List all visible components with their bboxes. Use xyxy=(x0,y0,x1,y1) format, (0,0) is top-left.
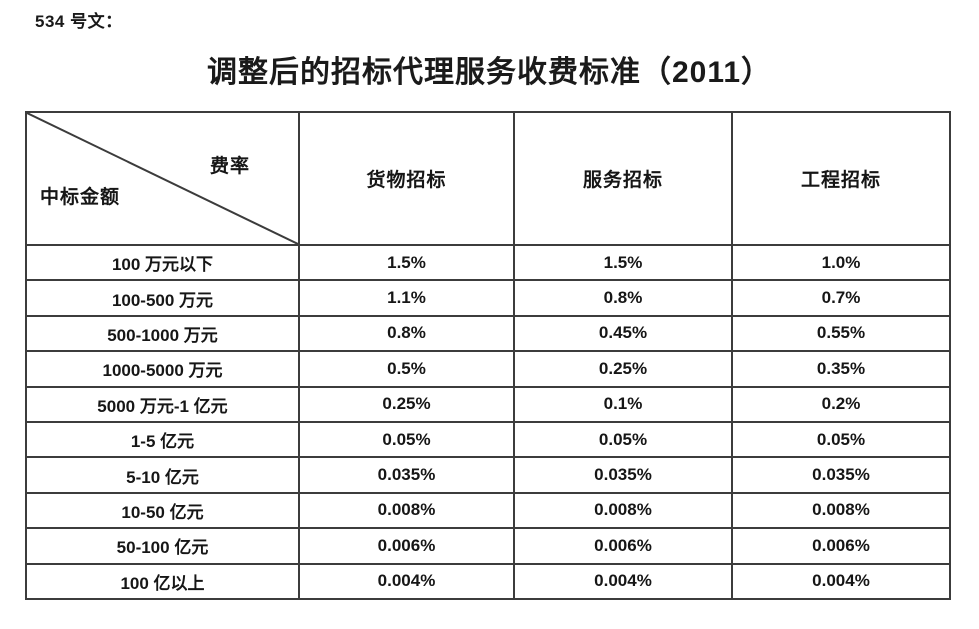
goods-rate-cell: 0.5% xyxy=(298,350,515,388)
diagonal-divider-line xyxy=(27,113,298,244)
column-header-goods-bidding: 货物招标 xyxy=(298,111,515,246)
corner-header-cell: 费率 中标金额 xyxy=(25,111,300,246)
goods-rate-cell: 0.035% xyxy=(298,456,515,494)
services-rate-cell: 0.05% xyxy=(513,420,733,459)
fee-rate-table: 费率 中标金额 货物招标 服务招标 工程招标 100 万元以下 1.5% 1.5… xyxy=(25,111,951,601)
services-rate-cell: 0.004% xyxy=(513,562,733,601)
table-row: 5-10 亿元 0.035% 0.035% 0.035% xyxy=(25,456,951,494)
amount-range-cell: 100 亿以上 xyxy=(25,562,300,601)
engineering-rate-cell: 1.0% xyxy=(731,243,951,282)
amount-range-cell: 1000-5000 万元 xyxy=(25,350,300,388)
engineering-rate-cell: 0.7% xyxy=(731,279,951,317)
services-rate-cell: 0.008% xyxy=(513,491,733,530)
table-row: 50-100 亿元 0.006% 0.006% 0.006% xyxy=(25,527,951,565)
amount-range-cell: 10-50 亿元 xyxy=(25,491,300,530)
goods-rate-cell: 0.8% xyxy=(298,314,515,353)
corner-label-fee-rate: 费率 xyxy=(209,156,250,177)
goods-rate-cell: 1.5% xyxy=(298,243,515,282)
goods-rate-cell: 0.004% xyxy=(298,562,515,601)
services-rate-cell: 0.45% xyxy=(513,314,733,353)
services-rate-cell: 1.5% xyxy=(513,243,733,282)
goods-rate-cell: 0.05% xyxy=(298,420,515,459)
services-rate-cell: 0.25% xyxy=(513,350,733,388)
table-row: 500-1000 万元 0.8% 0.45% 0.55% xyxy=(25,314,951,353)
table-row: 100 亿以上 0.004% 0.004% 0.004% xyxy=(25,562,951,601)
table-header-row: 费率 中标金额 货物招标 服务招标 工程招标 xyxy=(25,111,951,246)
engineering-rate-cell: 0.35% xyxy=(731,350,951,388)
table-row: 1000-5000 万元 0.5% 0.25% 0.35% xyxy=(25,350,951,388)
amount-range-cell: 5-10 亿元 xyxy=(25,456,300,494)
engineering-rate-cell: 0.2% xyxy=(731,385,951,423)
amount-range-cell: 100-500 万元 xyxy=(25,279,300,317)
goods-rate-cell: 0.006% xyxy=(298,527,515,565)
table-row: 1-5 亿元 0.05% 0.05% 0.05% xyxy=(25,420,951,459)
services-rate-cell: 0.035% xyxy=(513,456,733,494)
engineering-rate-cell: 0.035% xyxy=(731,456,951,494)
amount-range-cell: 1-5 亿元 xyxy=(25,420,300,459)
corner-label-bid-amount: 中标金额 xyxy=(40,187,121,208)
goods-rate-cell: 0.008% xyxy=(298,491,515,530)
amount-range-cell: 500-1000 万元 xyxy=(25,314,300,353)
engineering-rate-cell: 0.55% xyxy=(731,314,951,353)
amount-range-cell: 100 万元以下 xyxy=(25,243,300,282)
table-row: 100 万元以下 1.5% 1.5% 1.0% xyxy=(25,243,951,282)
table-row: 5000 万元-1 亿元 0.25% 0.1% 0.2% xyxy=(25,385,951,423)
engineering-rate-cell: 0.05% xyxy=(731,420,951,459)
goods-rate-cell: 0.25% xyxy=(298,385,515,423)
engineering-rate-cell: 0.008% xyxy=(731,491,951,530)
page-title: 调整后的招标代理服务收费标准（2011） xyxy=(206,56,773,89)
services-rate-cell: 0.1% xyxy=(513,385,733,423)
services-rate-cell: 0.006% xyxy=(513,527,733,565)
doc-number-label: 534 号文： xyxy=(35,12,123,31)
table-row: 100-500 万元 1.1% 0.8% 0.7% xyxy=(25,279,951,317)
column-header-engineering-bidding: 工程招标 xyxy=(731,111,951,246)
column-header-services-bidding: 服务招标 xyxy=(513,111,733,246)
services-rate-cell: 0.8% xyxy=(513,279,733,317)
engineering-rate-cell: 0.004% xyxy=(731,562,951,601)
amount-range-cell: 5000 万元-1 亿元 xyxy=(25,385,300,423)
goods-rate-cell: 1.1% xyxy=(298,279,515,317)
amount-range-cell: 50-100 亿元 xyxy=(25,527,300,565)
engineering-rate-cell: 0.006% xyxy=(731,527,951,565)
table-row: 10-50 亿元 0.008% 0.008% 0.008% xyxy=(25,491,951,530)
